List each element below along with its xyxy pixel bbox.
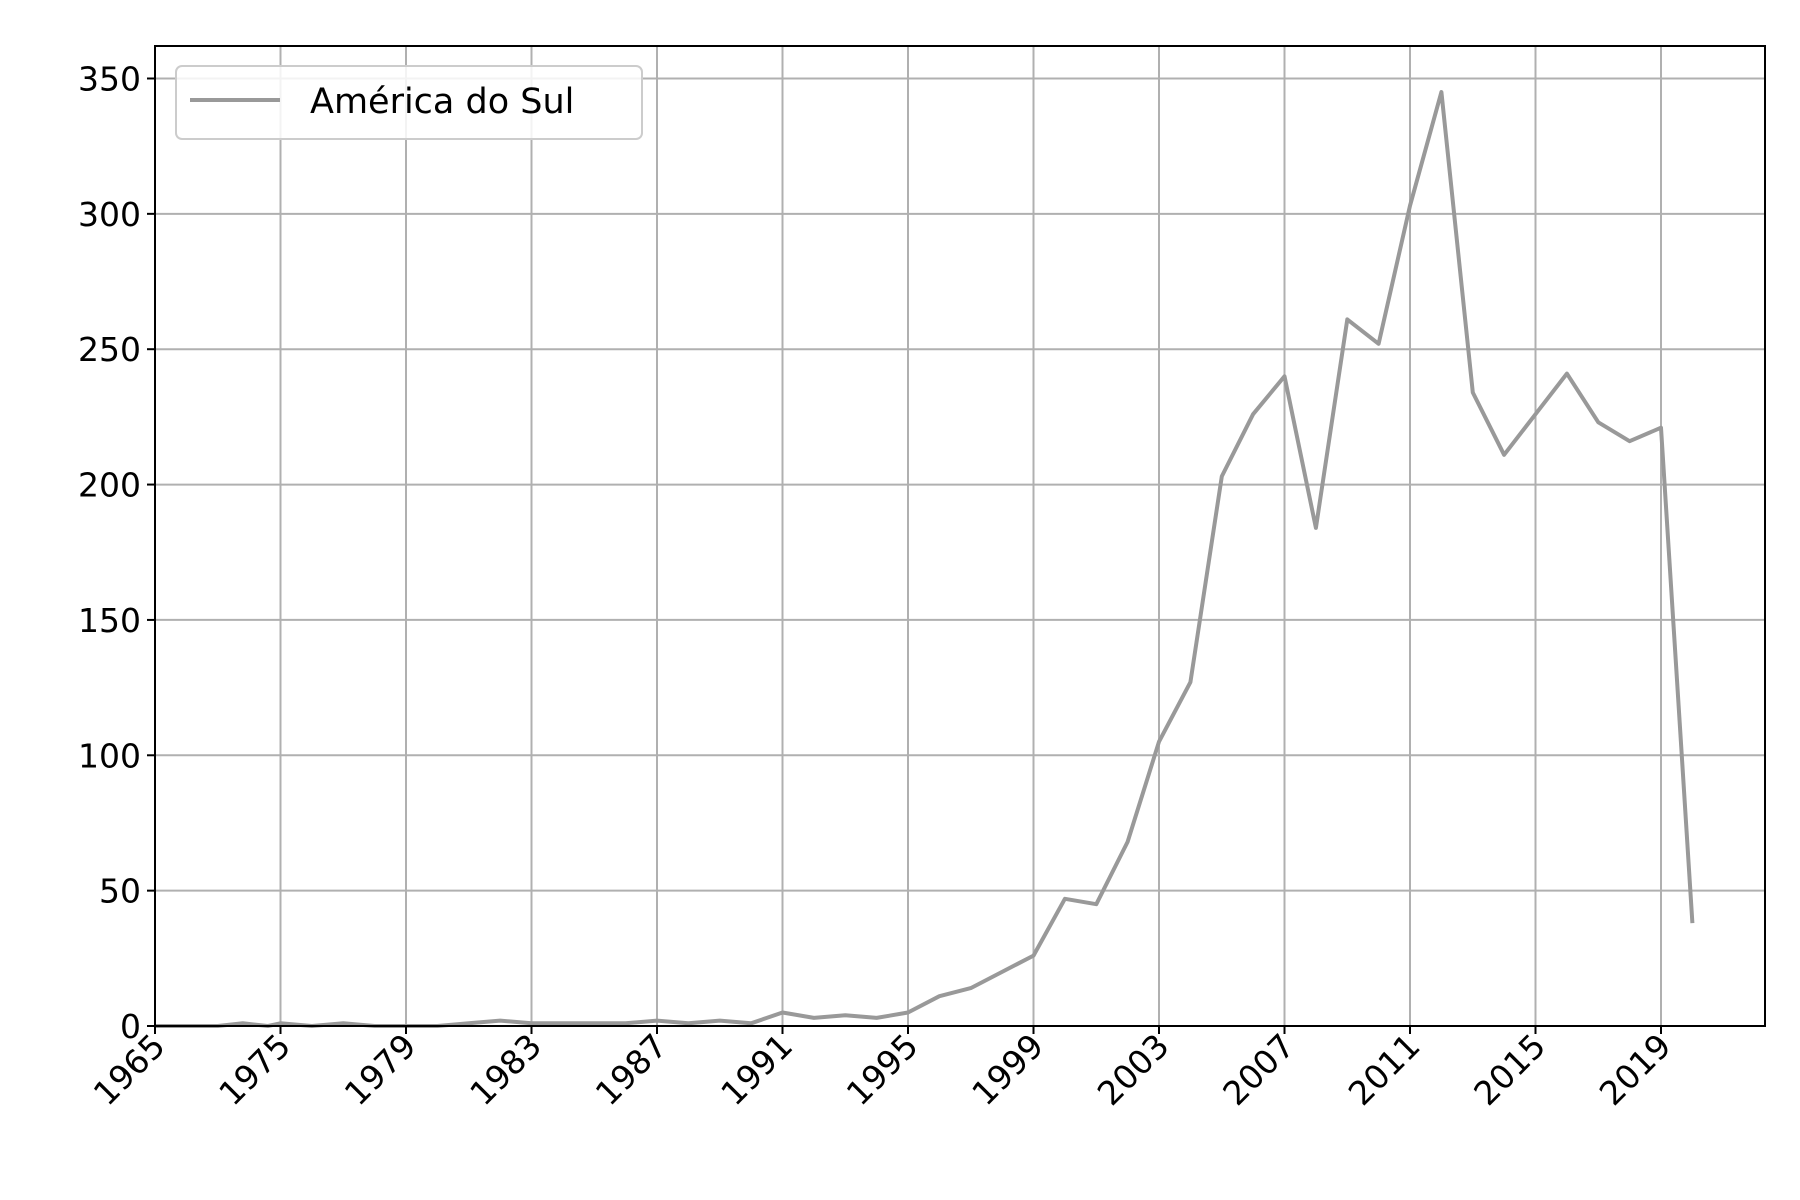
x-tick-label: 2015 — [1466, 1026, 1553, 1113]
y-tick-label: 150 — [78, 601, 141, 640]
x-tick-label: 1987 — [588, 1026, 675, 1113]
y-axis: 0 50 100 150 200 250 300 350 — [78, 59, 155, 1046]
y-tick-label: 300 — [78, 195, 141, 234]
x-tick-label: 1979 — [337, 1026, 424, 1113]
x-tick-label: 2003 — [1090, 1026, 1177, 1113]
y-tick-label: 0 — [120, 1007, 141, 1046]
grid — [154, 46, 1765, 1027]
legend-box — [175, 65, 643, 140]
x-tick-label: 1995 — [839, 1026, 926, 1113]
x-tick-label: 1983 — [462, 1026, 549, 1113]
x-tick-label: 1999 — [964, 1026, 1051, 1113]
y-tick-label: 350 — [78, 59, 141, 98]
legend-label: América do Sul — [310, 82, 574, 122]
x-tick-label: 2007 — [1215, 1026, 1302, 1113]
y-tick-label: 200 — [78, 466, 141, 505]
legend: América do Sul — [175, 65, 643, 140]
y-tick-label: 50 — [99, 872, 141, 911]
plot-frame — [154, 45, 1766, 1027]
y-tick-label: 100 — [78, 736, 141, 775]
x-tick-label: 2011 — [1341, 1026, 1428, 1113]
series-layer — [155, 90, 1695, 1028]
y-tick-label: 250 — [78, 330, 141, 369]
x-tick-label: 1991 — [713, 1026, 800, 1113]
x-axis: 1965 1975 1979 1983 1987 1991 1995 1999 2003 2007… — [86, 1026, 1679, 1113]
series-line — [155, 90, 1695, 1028]
x-tick-label: 1975 — [211, 1026, 298, 1113]
x-tick-label: 2019 — [1592, 1026, 1679, 1113]
